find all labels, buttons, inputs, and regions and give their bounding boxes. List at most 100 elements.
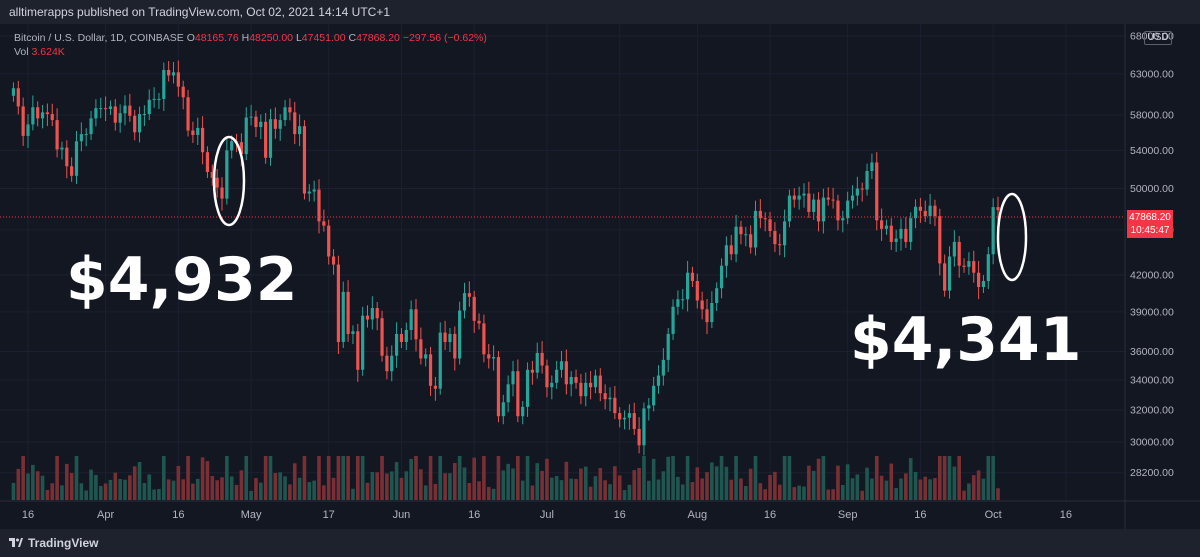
volume-bar (826, 489, 831, 500)
volume-bar (331, 477, 336, 500)
volume-bar (229, 476, 234, 500)
volume-bar (215, 480, 219, 500)
candle-body (540, 352, 544, 366)
volume-bar (317, 456, 321, 500)
volume-bar (453, 463, 457, 500)
candle-body (705, 309, 709, 323)
open-value: 48165.76 (194, 32, 239, 44)
volume-legend: Vol 3.624K (14, 46, 65, 58)
volume-bar (685, 456, 690, 500)
volume-bar (491, 488, 496, 500)
candle-body (865, 171, 869, 190)
volume-bar (292, 463, 297, 500)
time-axis[interactable]: 16 Apr 16 May 17 Jun 16 Jul 16 Aug 16 Sep 16 Oct 16 (22, 509, 1072, 521)
volume-bar (831, 489, 835, 500)
candle-body (70, 166, 74, 176)
chart-area[interactable]: 68000.00 63000.00 58000.00 54000.00 50000.00… (0, 24, 1200, 529)
volume-bar (617, 475, 622, 500)
candle-body (99, 108, 103, 110)
volume-bar (894, 487, 898, 500)
candle-body (957, 241, 961, 266)
volume-bar (971, 475, 976, 500)
candle-body (249, 116, 253, 118)
currency-button[interactable]: USD (1144, 31, 1172, 45)
candle-body (327, 225, 331, 257)
volume-bar (385, 473, 389, 500)
volume-bar (676, 476, 680, 500)
volume-bar (399, 477, 404, 500)
volume-bar (79, 483, 84, 500)
candle-body (686, 272, 690, 300)
volume-bar (656, 479, 661, 500)
volume-bar (870, 478, 874, 500)
candle-body (390, 355, 394, 372)
candle-body (967, 261, 971, 267)
volume-bar (462, 467, 467, 500)
volume-bar (918, 479, 923, 500)
volume-bar (195, 478, 200, 500)
candle-body (409, 309, 413, 330)
volume-bar (157, 489, 161, 500)
volume-bar (865, 467, 869, 500)
volume-bar (545, 458, 549, 500)
candle-body (724, 245, 728, 266)
published-text: alltimerapps published on TradingView.co… (9, 5, 390, 19)
candle-body (569, 376, 573, 385)
price-axis[interactable]: 68000.00 63000.00 58000.00 54000.00 50000.00… (1130, 31, 1174, 480)
volume-bar (457, 456, 462, 500)
y-tick-label: 63000.00 (1130, 68, 1174, 80)
candle-body (637, 428, 641, 446)
candle-body (196, 127, 200, 135)
candle-body (171, 72, 176, 76)
candle-body (128, 105, 132, 116)
volume-bar (583, 466, 588, 500)
candle-body (821, 197, 825, 222)
candle-body (351, 331, 355, 334)
candle-body (74, 141, 79, 176)
volume-bar (356, 456, 360, 500)
volume-label: Vol (14, 46, 29, 58)
volume-bar (714, 466, 719, 500)
candle-body (65, 147, 69, 167)
candle-body (298, 126, 302, 135)
volume-bar (535, 463, 540, 500)
volume-bar (899, 478, 903, 500)
volume-bar (622, 490, 627, 500)
candle-body (331, 256, 336, 265)
volume-bar (438, 456, 443, 500)
volume-bar (31, 464, 35, 500)
volume-bar (486, 486, 491, 500)
volume-bar (26, 473, 30, 500)
volume-bar (341, 456, 346, 500)
volume-bar (763, 489, 767, 500)
candle-body (918, 206, 922, 211)
volume-bar (520, 480, 525, 500)
volume-bar (603, 480, 607, 500)
volume-bar (137, 462, 142, 500)
candle-body (273, 119, 277, 129)
candle-body (225, 150, 229, 199)
volume-bar (506, 463, 510, 500)
y-tick-label: 58000.00 (1130, 109, 1174, 121)
candle-body (666, 333, 670, 360)
annotation-right: $4,341 (850, 305, 1082, 375)
tradingview-logo-icon[interactable] (9, 537, 23, 549)
candle-body (448, 333, 452, 342)
candle-body (797, 195, 801, 200)
volume-bar (225, 456, 229, 500)
candle-body (60, 147, 64, 150)
candle-body (453, 333, 457, 359)
volume-bar (773, 471, 777, 500)
candle-body (50, 114, 54, 121)
volume-bar (787, 456, 792, 500)
volume-bar (588, 486, 593, 500)
candle-body (564, 361, 568, 385)
candle-body (690, 272, 695, 282)
volume-bar (142, 483, 147, 500)
volume-bar (753, 456, 758, 500)
x-tick-label: 17 (323, 509, 335, 521)
brand-name[interactable]: TradingView (28, 536, 99, 550)
price-chart[interactable]: 68000.00 63000.00 58000.00 54000.00 50000.00… (0, 24, 1200, 529)
volume-bar (758, 483, 763, 500)
volume-bar (176, 465, 181, 500)
